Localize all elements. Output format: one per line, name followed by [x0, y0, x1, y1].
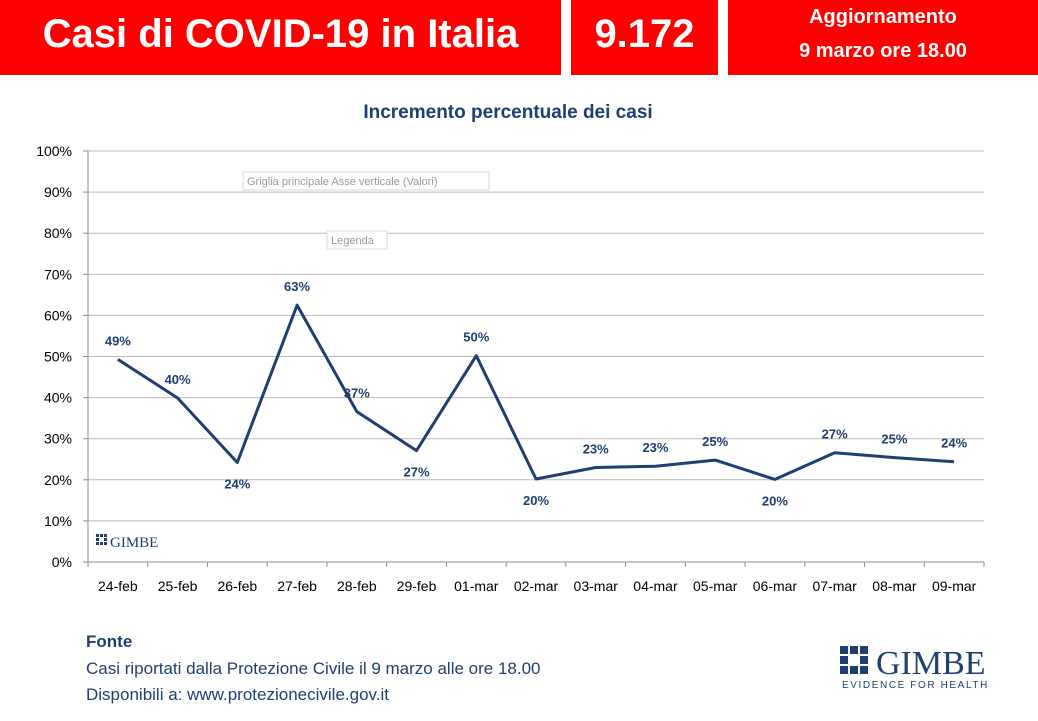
x-tick-label: 09-mar	[932, 578, 977, 594]
x-axis-ticks: 24-feb 25-feb 26-feb 27-feb 28-feb 29-feb 01-m…	[87, 562, 985, 594]
total-cases-value: 9.172	[594, 12, 695, 56]
chart-grid	[87, 150, 984, 563]
total-cases-banner: 9.172	[571, 0, 718, 75]
x-tick-label: 25-feb	[158, 578, 198, 594]
x-tick-label: 28-feb	[337, 578, 377, 594]
data-label: 23%	[583, 441, 609, 456]
data-label: 50%	[463, 330, 489, 345]
source-line-2: Disponibili a: www.protezionecivile.gov.…	[86, 685, 389, 704]
y-tick-label: 20%	[44, 472, 72, 488]
watermark-mark-cell	[96, 534, 99, 537]
series-line	[117, 303, 955, 481]
x-tick-label: 02-mar	[514, 578, 559, 594]
gimbe-watermark: GIMBE	[96, 534, 158, 551]
y-axis-ticks: 0% 10% 20% 30% 40% 50% 60% 70% 80% 90% 100%	[36, 143, 88, 570]
gimbe-logo-tagline: EVIDENCE FOR HEALTH	[842, 680, 989, 690]
y-tick-label: 10%	[44, 513, 72, 529]
data-label: 27%	[404, 465, 430, 480]
x-tick-label: 01-mar	[454, 578, 499, 594]
data-labels: 49% 40% 24% 63% 37% 27% 50% 20% 23% 23% 25% 20% 27% 2…	[105, 279, 968, 508]
data-label: 63%	[284, 279, 310, 294]
x-tick-label: 07-mar	[812, 578, 857, 594]
tooltip-text: Legenda	[331, 235, 375, 247]
y-tick-label: 30%	[44, 431, 72, 447]
x-tick-label: 08-mar	[872, 578, 917, 594]
source-line-1: Casi riportati dalla Protezione Civile i…	[86, 659, 541, 678]
gimbe-logo-name: GIMBE	[876, 645, 986, 682]
data-label: 20%	[523, 493, 549, 508]
tooltip-text: Griglia principale Asse verticale (Valor…	[247, 176, 438, 188]
data-label: 37%	[344, 386, 370, 401]
x-tick-label: 05-mar	[693, 578, 738, 594]
data-label: 49%	[105, 333, 131, 348]
y-tick-label: 80%	[44, 225, 72, 241]
watermark-mark-cell	[100, 534, 103, 537]
x-tick-label: 24-feb	[98, 578, 138, 594]
data-label: 20%	[762, 493, 788, 508]
watermark-text: GIMBE	[110, 535, 158, 551]
data-label: 25%	[881, 432, 907, 447]
gimbe-logo: GIMBE EVIDENCE FOR HEALTH	[840, 645, 989, 690]
watermark-mark-cell	[96, 538, 99, 541]
line-chart: Incremento percentuale dei casi 0% 10% 20%…	[36, 102, 985, 594]
watermark-mark-cell	[96, 542, 99, 545]
tooltip-box	[326, 230, 388, 250]
y-tick-label: 90%	[44, 184, 72, 200]
y-tick-label: 0%	[52, 554, 72, 570]
update-date: 9 marzo ore 18.00	[799, 40, 967, 62]
page-title: Casi di COVID-19 in Italia	[42, 12, 519, 56]
tooltip-box	[242, 171, 490, 191]
chart-tooltips: Griglia principale Asse verticale (Valor…	[242, 171, 490, 250]
watermark-mark-cell	[100, 542, 103, 545]
data-label: 24%	[224, 477, 250, 492]
data-label: 40%	[165, 372, 191, 387]
title-banner: Casi di COVID-19 in Italia	[0, 0, 561, 75]
x-tick-label: 29-feb	[397, 578, 437, 594]
watermark-mark-cell	[104, 538, 107, 541]
chart-title: Incremento percentuale dei casi	[363, 102, 652, 123]
source-label: Fonte	[86, 632, 133, 651]
update-label: Aggiornamento	[809, 6, 957, 28]
y-tick-label: 100%	[36, 143, 72, 159]
x-tick-label: 06-mar	[753, 578, 798, 594]
data-label: 23%	[642, 440, 668, 455]
x-tick-label: 04-mar	[633, 578, 678, 594]
data-label: 25%	[702, 434, 728, 449]
watermark-mark-cell	[104, 534, 107, 537]
watermark-mark-cell	[104, 542, 107, 545]
y-tick-label: 70%	[44, 266, 72, 282]
gimbe-logo-mark	[840, 646, 868, 674]
x-tick-label: 03-mar	[574, 578, 619, 594]
x-tick-label: 26-feb	[217, 578, 257, 594]
y-tick-label: 40%	[44, 390, 72, 406]
y-tick-label: 50%	[44, 349, 72, 365]
update-banner: Aggiornamento 9 marzo ore 18.00	[728, 0, 1038, 75]
data-label: 27%	[822, 427, 848, 442]
x-tick-label: 27-feb	[277, 578, 317, 594]
data-label: 24%	[941, 436, 967, 451]
y-tick-label: 60%	[44, 307, 72, 323]
